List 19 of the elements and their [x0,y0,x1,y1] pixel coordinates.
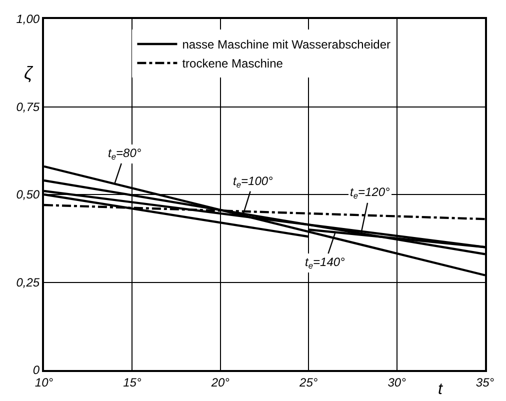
x-tick-label: 30° [388,375,406,390]
annotation: t$_{e}$=140° [305,255,346,271]
x-tick-label: 20° [210,375,230,390]
x-tick-label: 10° [34,375,54,390]
y-tick-label: 0,50 [16,188,40,202]
annotation: t$_{e}$=120° [350,185,390,201]
x-tick-label: 35° [476,375,494,390]
x-tick-label: 15° [123,375,142,390]
y-tick-label: 0,25 [16,275,40,290]
annotation: t$_{e}$=80° [108,146,142,162]
legend-label: trockene Maschine [182,56,284,71]
y-tick-label: 0,75 [16,100,40,114]
legend-label: nasse Maschine mit Wasserabscheider [182,38,391,52]
x-tick-label: 25° [298,375,318,390]
y-tick-label: 0 [32,363,40,378]
y-axis-title: ζ [24,63,34,83]
y-tick-label: 1,00 [16,12,40,26]
x-axis-title: t [438,381,443,398]
annotation: t$_{e}$=100° [233,174,274,190]
